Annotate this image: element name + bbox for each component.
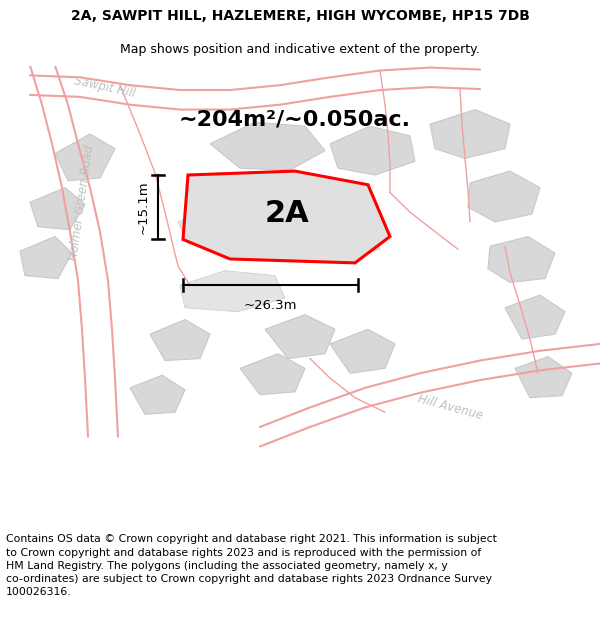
Polygon shape (505, 295, 565, 339)
Text: ~204m²/~0.050ac.: ~204m²/~0.050ac. (179, 109, 411, 129)
Text: Holmer Green Road: Holmer Green Road (67, 144, 97, 261)
Text: ~26.3m: ~26.3m (244, 299, 297, 312)
Polygon shape (210, 122, 325, 170)
Polygon shape (240, 354, 305, 395)
Text: Sawpit Hill: Sawpit Hill (73, 74, 137, 100)
Polygon shape (183, 171, 390, 263)
Polygon shape (30, 188, 85, 229)
Polygon shape (265, 314, 335, 359)
Polygon shape (330, 126, 415, 175)
Polygon shape (515, 357, 572, 398)
Polygon shape (150, 319, 210, 361)
Text: ~15.1m: ~15.1m (137, 181, 150, 234)
Polygon shape (20, 236, 72, 279)
Polygon shape (178, 204, 285, 249)
Text: Hill Avenue: Hill Avenue (416, 392, 484, 422)
Text: Contains OS data © Crown copyright and database right 2021. This information is : Contains OS data © Crown copyright and d… (6, 534, 497, 597)
Polygon shape (130, 375, 185, 414)
Polygon shape (180, 271, 285, 312)
Text: 2A, SAWPIT HILL, HAZLEMERE, HIGH WYCOMBE, HP15 7DB: 2A, SAWPIT HILL, HAZLEMERE, HIGH WYCOMBE… (71, 9, 529, 23)
Text: 2A: 2A (265, 199, 310, 228)
Polygon shape (330, 329, 395, 373)
Polygon shape (55, 134, 115, 181)
Polygon shape (488, 236, 555, 282)
Text: Map shows position and indicative extent of the property.: Map shows position and indicative extent… (120, 42, 480, 56)
Polygon shape (468, 171, 540, 222)
Polygon shape (430, 109, 510, 158)
Polygon shape (285, 217, 380, 263)
